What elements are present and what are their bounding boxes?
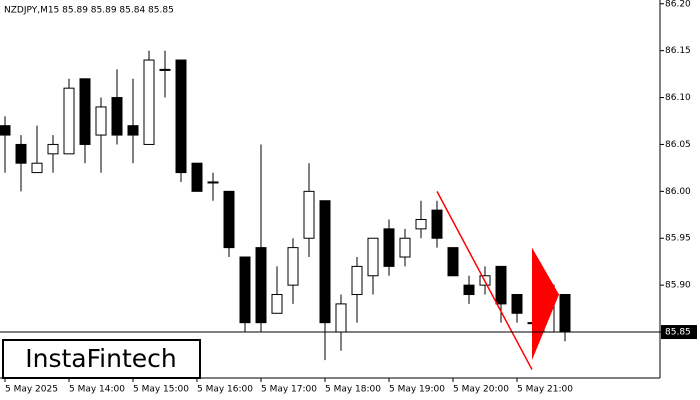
candle-body: [127, 125, 139, 136]
candle-body: [511, 294, 523, 314]
x-tick-label: 5 May 20:00: [453, 385, 509, 395]
y-tick-label: 86.10: [665, 93, 691, 103]
candle-body: [255, 247, 267, 324]
candle-body: [191, 162, 203, 192]
candle-body: [175, 59, 187, 174]
x-tick-label: 5 May 18:00: [325, 385, 381, 395]
candle-body: [351, 265, 363, 296]
x-tick-label: 5 May 15:00: [133, 385, 189, 395]
candle-body: [367, 237, 379, 277]
y-tick-label: 86.05: [665, 140, 691, 150]
x-tick-label: 5 May 17:00: [261, 385, 317, 395]
candle-body: [31, 162, 43, 174]
candle-body: [95, 106, 107, 136]
candle-body: [159, 68, 171, 71]
candle-body: [271, 294, 283, 314]
candle-body: [207, 181, 219, 184]
y-tick-label: 86.00: [665, 187, 691, 197]
candle-body: [47, 143, 59, 155]
candle-body: [319, 200, 331, 324]
y-tick-label: 86.15: [665, 46, 691, 56]
y-tick-label: 85.95: [665, 234, 691, 244]
candle-body: [15, 143, 27, 164]
candle-body: [111, 97, 123, 136]
chart-title: NZDJPY,M15 85.89 85.89 85.84 85.85: [4, 6, 174, 16]
candle-body: [399, 237, 411, 258]
logo: InstaFintech: [25, 344, 177, 373]
candle-body: [239, 256, 251, 324]
candle-body: [287, 247, 299, 286]
y-tick-label: 86.20: [665, 0, 691, 9]
pattern-pole: [436, 190, 533, 370]
x-tick-label: 5 May 14:00: [69, 385, 125, 395]
candle-body: [463, 284, 475, 296]
candle-body: [63, 87, 75, 155]
y-tick-label: 85.90: [665, 281, 691, 291]
x-tick-label: 5 May 2025: [5, 385, 58, 395]
x-tick-label: 5 May 21:00: [517, 385, 573, 395]
candle-body: [559, 294, 571, 333]
candle-body: [79, 78, 91, 145]
price-label-box: [661, 325, 697, 340]
candle-body: [383, 228, 395, 267]
x-tick-label: 5 May 16:00: [197, 385, 253, 395]
candle-body: [495, 265, 507, 305]
candle-body: [335, 303, 347, 333]
candle-body: [431, 209, 443, 239]
candle-body: [143, 59, 155, 145]
x-tick-label: 5 May 19:00: [389, 385, 445, 395]
candle-body: [0, 125, 11, 136]
logo-box: [2, 339, 201, 379]
candle-body: [415, 218, 427, 230]
candle-body: [223, 190, 235, 249]
price-label: 85.85: [665, 328, 691, 338]
candle-body: [303, 190, 315, 239]
candle-body: [447, 247, 459, 277]
